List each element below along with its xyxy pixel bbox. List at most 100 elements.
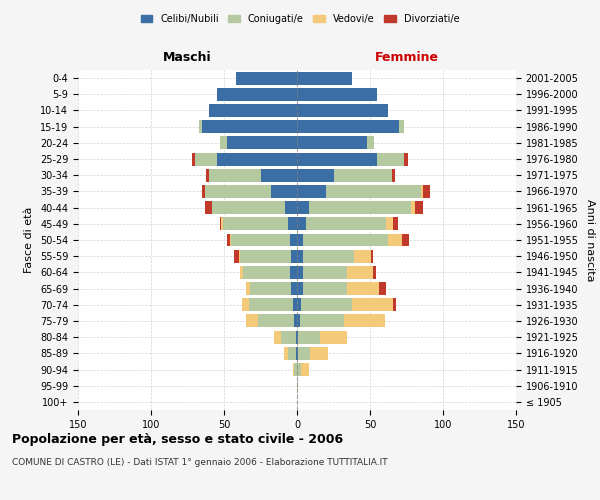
Bar — [347, 282, 379, 295]
Bar — [220, 218, 221, 230]
Bar — [220, 136, 227, 149]
Bar — [212, 201, 286, 214]
Bar — [288, 218, 297, 230]
Bar — [223, 218, 288, 230]
Bar — [392, 169, 395, 181]
Bar — [320, 330, 347, 344]
Bar — [377, 152, 404, 166]
Text: Popolazione per età, sesso e stato civile - 2006: Popolazione per età, sesso e stato civil… — [12, 432, 343, 446]
Bar — [402, 234, 409, 246]
Bar — [202, 120, 297, 133]
Bar — [297, 314, 300, 328]
Bar — [294, 363, 297, 376]
Bar — [240, 250, 291, 262]
Bar — [246, 314, 257, 328]
Bar — [297, 363, 301, 376]
Bar — [290, 234, 297, 246]
Bar — [301, 363, 308, 376]
Text: COMUNE DI CASTRO (LE) - Dati ISTAT 1° gennaio 2006 - Elaborazione TUTTITALIA.IT: COMUNE DI CASTRO (LE) - Dati ISTAT 1° ge… — [12, 458, 388, 467]
Bar — [373, 266, 376, 279]
Bar — [352, 298, 394, 311]
Bar — [297, 136, 367, 149]
Bar — [281, 330, 296, 344]
Bar — [230, 234, 232, 246]
Bar — [221, 218, 223, 230]
Bar — [227, 136, 297, 149]
Bar — [250, 282, 291, 295]
Bar — [297, 72, 352, 85]
Bar — [421, 185, 422, 198]
Bar — [394, 298, 396, 311]
Bar — [284, 347, 288, 360]
Bar — [260, 169, 297, 181]
Bar — [297, 120, 399, 133]
Bar — [394, 218, 398, 230]
Bar — [303, 234, 388, 246]
Bar — [386, 218, 394, 230]
Bar — [227, 234, 230, 246]
Bar — [388, 234, 402, 246]
Legend: Celibi/Nubili, Coniugati/e, Vedovi/e, Divorziati/e: Celibi/Nubili, Coniugati/e, Vedovi/e, Di… — [137, 10, 463, 28]
Y-axis label: Anni di nascita: Anni di nascita — [585, 198, 595, 281]
Bar — [205, 201, 212, 214]
Bar — [303, 266, 347, 279]
Bar — [249, 298, 293, 311]
Bar — [310, 347, 328, 360]
Bar — [297, 88, 377, 101]
Bar — [291, 282, 297, 295]
Bar — [202, 185, 205, 198]
Bar — [274, 330, 281, 344]
Bar — [404, 152, 408, 166]
Y-axis label: Fasce di età: Fasce di età — [25, 207, 34, 273]
Bar — [199, 120, 202, 133]
Bar — [367, 136, 374, 149]
Bar — [303, 250, 354, 262]
Bar — [296, 347, 297, 360]
Bar — [298, 347, 310, 360]
Bar — [298, 330, 320, 344]
Bar — [297, 379, 298, 392]
Bar — [206, 169, 209, 181]
Bar — [422, 185, 430, 198]
Bar — [217, 88, 297, 101]
Bar — [288, 347, 296, 360]
Bar — [297, 266, 303, 279]
Bar — [306, 218, 386, 230]
Bar — [297, 201, 308, 214]
Bar — [239, 250, 240, 262]
Bar — [326, 185, 421, 198]
Bar — [347, 266, 373, 279]
Bar — [240, 266, 243, 279]
Bar — [236, 72, 297, 85]
Bar — [303, 282, 347, 295]
Bar — [291, 250, 297, 262]
Bar — [195, 152, 217, 166]
Bar — [294, 314, 297, 328]
Bar — [411, 201, 415, 214]
Bar — [217, 152, 297, 166]
Bar — [296, 330, 297, 344]
Bar — [297, 250, 303, 262]
Bar — [209, 104, 297, 117]
Bar — [297, 234, 303, 246]
Bar — [297, 298, 301, 311]
Bar — [415, 201, 422, 214]
Bar — [300, 314, 344, 328]
Bar — [290, 266, 297, 279]
Bar — [205, 185, 271, 198]
Bar — [297, 152, 377, 166]
Bar — [286, 201, 297, 214]
Bar — [297, 218, 306, 230]
Bar — [297, 282, 303, 295]
Bar — [297, 185, 326, 198]
Bar — [344, 314, 385, 328]
Bar — [293, 298, 297, 311]
Bar — [242, 298, 249, 311]
Bar — [293, 363, 294, 376]
Bar — [379, 282, 386, 295]
Bar — [371, 250, 373, 262]
Bar — [308, 201, 411, 214]
Bar — [297, 347, 298, 360]
Bar — [297, 169, 334, 181]
Text: Maschi: Maschi — [163, 50, 212, 64]
